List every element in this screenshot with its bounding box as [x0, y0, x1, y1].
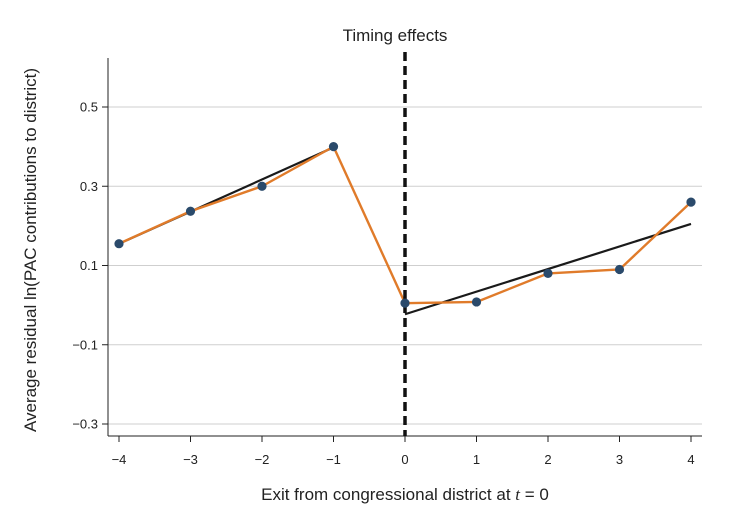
x-tick-label-8: 4: [687, 452, 694, 467]
markers: [114, 142, 696, 308]
x-tick-label-0: −4: [112, 452, 127, 467]
data-point-0-2: [257, 181, 267, 191]
data-point-0-7: [614, 264, 625, 275]
x-tick-label-3: −1: [326, 452, 341, 467]
x-axis-title-suffix: = 0: [520, 485, 549, 504]
y-tick-label-3: −0.1: [72, 337, 98, 352]
data-point-0-5: [471, 297, 482, 307]
x-tick-label-1: −3: [183, 452, 198, 467]
y-tick-label-0: 0.5: [80, 100, 98, 115]
y-tick-label-4: −0.3: [72, 417, 98, 432]
data-point-0-4: [400, 298, 410, 308]
y-tick-label-1: 0.3: [80, 179, 98, 194]
x-tick-label-2: −2: [255, 452, 270, 467]
x-tick-label-5: 1: [473, 452, 480, 467]
labels: 0.5 0.3 0.1 −0.1 −0.3 −4 −3 −2 −1 0 1 2 3 4: [72, 100, 694, 468]
chart-title: Timing effects: [343, 26, 448, 45]
y-axis-title: Average residual ln(PAC contributions to…: [21, 68, 40, 432]
x-tick-label-4: 0: [401, 452, 408, 467]
data-point-0-0: [114, 239, 124, 249]
y-tick-label-2: 0.1: [80, 258, 98, 273]
data-point-0-6: [543, 268, 553, 279]
x-tick-label-6: 2: [544, 452, 551, 467]
x-axis-title: Exit from congressional district at t = …: [261, 485, 549, 504]
x-axis-title-var: t: [515, 485, 521, 504]
x-axis-title-prefix: Exit from congressional district at: [261, 485, 515, 504]
data-point-0-8: [686, 197, 696, 207]
x-tick-label-7: 3: [616, 452, 623, 467]
data-point-0-1: [185, 206, 196, 216]
data-point-0-3: [328, 142, 339, 152]
